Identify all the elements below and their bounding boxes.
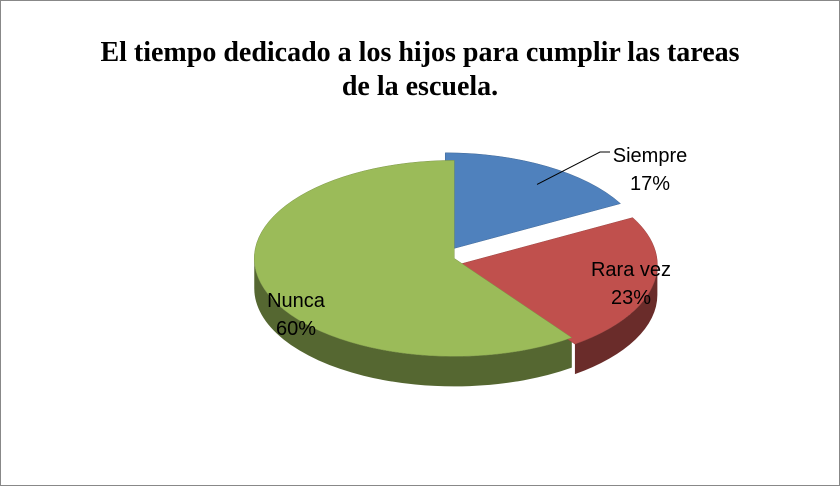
leader-line [536,151,610,185]
data-label-value: 23% [611,287,651,309]
data-label-category: Nunca [267,290,326,312]
slice [456,217,658,345]
data-label-category: Rara vez [591,259,671,281]
data-label-category: Siempre [613,145,687,167]
data-label-value: 60% [276,318,316,340]
slice-side [574,264,658,375]
data-label-value: 17% [630,173,670,195]
chart-title: El tiempo dedicado a los hijos para cump… [100,37,740,102]
slice [254,160,573,357]
slice [444,152,622,252]
slice-side [254,258,572,387]
